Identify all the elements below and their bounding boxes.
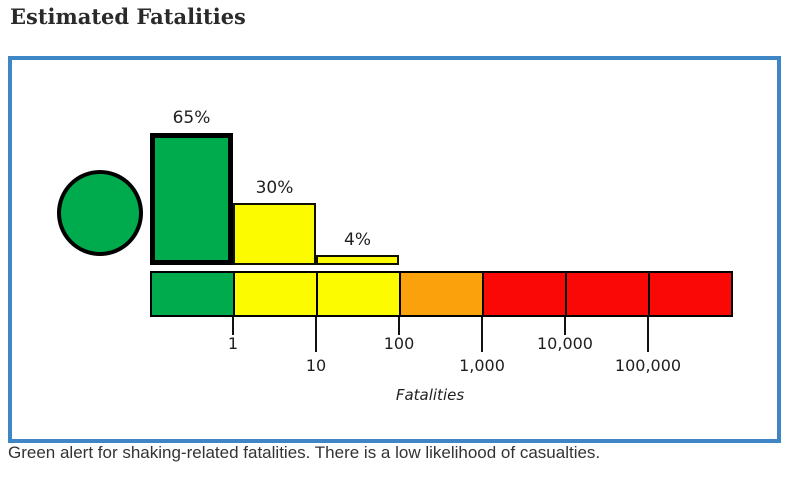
- scale-segment-orange-3: [399, 271, 484, 317]
- alert-caption: Green alert for shaking-related fataliti…: [8, 443, 601, 462]
- axis-tick-100,000: [647, 317, 649, 352]
- axis-tick-1: [232, 317, 234, 335]
- axis-tick-label-1: 1: [227, 334, 239, 353]
- axis-tick-label-10,000: 10,000: [537, 334, 593, 353]
- scale-segment-yellow-1: [233, 271, 318, 317]
- axis-tick-1,000: [481, 317, 483, 352]
- scale-segment-red-4: [482, 271, 567, 317]
- axis-tick-10,000: [564, 317, 566, 335]
- axis-tick-100: [398, 317, 400, 335]
- histogram-bar-0.1-1: [150, 133, 233, 265]
- axis-tick-10: [315, 317, 317, 352]
- axis-tick-label-1,000: 1,000: [459, 356, 505, 375]
- bar-value-label-10-100: 4%: [344, 230, 371, 250]
- x-axis-label: Fatalities: [395, 386, 465, 404]
- bar-value-label-0.1-1: 65%: [172, 108, 211, 128]
- histogram-bar-1-10: [233, 203, 316, 265]
- axis-tick-label-100,000: 100,000: [614, 356, 682, 375]
- bar-value-label-1-10: 30%: [255, 178, 294, 198]
- axis-tick-label-100: 100: [383, 334, 415, 353]
- scale-segment-red-6: [648, 271, 733, 317]
- green-alert-circle-icon: [57, 170, 143, 256]
- fatalities-chart-card: 65% 30% 4% 1 10 100 1,000 10,000 100,000 Fatali…: [8, 56, 781, 443]
- histogram-bar-10-100: [316, 255, 399, 265]
- scale-segment-green-0: [150, 271, 235, 317]
- scale-segment-red-5: [565, 271, 650, 317]
- page-title: Estimated Fatalities: [10, 4, 246, 29]
- axis-tick-label-10: 10: [305, 356, 327, 375]
- scale-segment-yellow-2: [316, 271, 401, 317]
